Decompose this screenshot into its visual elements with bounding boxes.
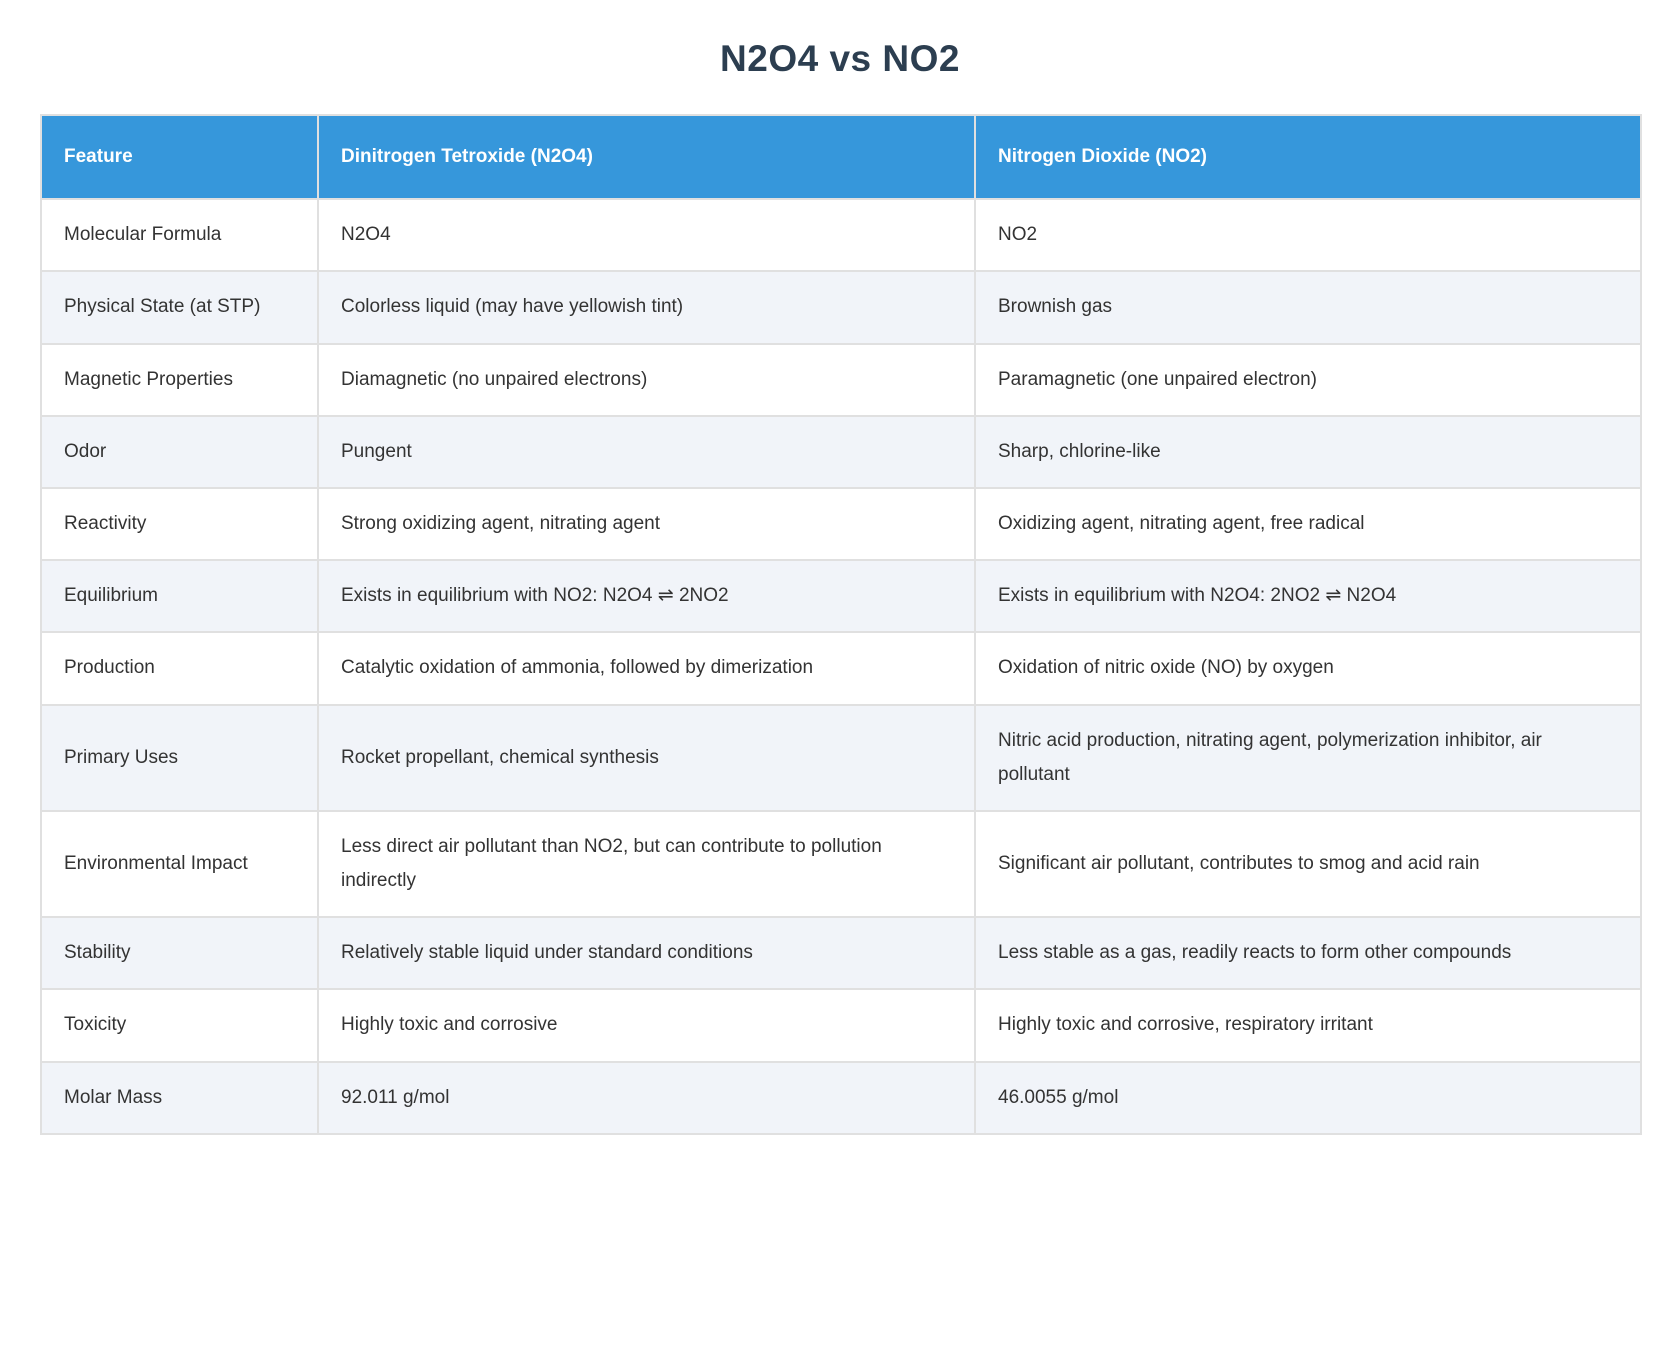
feature-cell: Production — [40, 631, 319, 706]
feature-cell: Equilibrium — [40, 559, 319, 634]
table-row: Production Catalytic oxidation of ammonia… — [40, 631, 1642, 706]
feature-cell: Primary Uses — [40, 703, 319, 812]
no2-cell: Paramagnetic (one unpaired electron) — [974, 342, 1642, 417]
no2-cell: Sharp, chlorine-like — [974, 414, 1642, 489]
feature-cell: Stability — [40, 916, 319, 991]
table-row: Molecular Formula N2O4 NO2 — [40, 198, 1642, 273]
table-body: Molecular Formula N2O4 NO2 Physical State (… — [40, 198, 1642, 1135]
table-row: Primary Uses Rocket propellant, chemical … — [40, 703, 1642, 812]
no2-cell: Exists in equilibrium with N2O4: 2NO2 ⇌ … — [974, 559, 1642, 634]
table-row: Physical State (at STP) Colorless liquid … — [40, 270, 1642, 345]
header-row: Feature Dinitrogen Tetroxide (N2O4) Nitr… — [40, 113, 1642, 201]
n2o4-cell: Less direct air pollutant than NO2, but … — [317, 809, 976, 919]
column-header-feature: Feature — [40, 113, 319, 201]
feature-cell: Toxicity — [40, 988, 319, 1063]
feature-cell: Molar Mass — [40, 1060, 319, 1135]
table-row: Equilibrium Exists in equilibrium with NO… — [40, 559, 1642, 634]
column-header-no2: Nitrogen Dioxide (NO2) — [974, 113, 1642, 201]
n2o4-cell: N2O4 — [317, 198, 976, 273]
feature-cell: Environmental Impact — [40, 809, 319, 919]
n2o4-cell: Rocket propellant, chemical synthesis — [317, 703, 976, 812]
n2o4-cell: Relatively stable liquid under standard … — [317, 916, 976, 991]
n2o4-cell: Highly toxic and corrosive — [317, 988, 976, 1063]
feature-cell: Reactivity — [40, 486, 319, 562]
no2-cell: Significant air pollutant, contributes t… — [974, 809, 1642, 919]
n2o4-cell: Diamagnetic (no unpaired electrons) — [317, 342, 976, 417]
no2-cell: Nitric acid production, nitrating agent,… — [974, 703, 1642, 812]
page-title: N2O4 vs NO2 — [720, 38, 960, 79]
n2o4-cell: Colorless liquid (may have yellowish tin… — [317, 270, 976, 345]
table-row: Environmental Impact Less direct air poll… — [40, 809, 1642, 919]
feature-cell: Physical State (at STP) — [40, 270, 319, 345]
n2o4-cell: Catalytic oxidation of ammonia, followed… — [317, 631, 976, 706]
feature-cell: Molecular Formula — [40, 198, 319, 273]
no2-cell: NO2 — [974, 198, 1642, 273]
no2-cell: Highly toxic and corrosive, respiratory … — [974, 988, 1642, 1063]
feature-cell: Odor — [40, 414, 319, 489]
table-row: Odor Pungent Sharp, chlorine-like — [40, 414, 1642, 489]
feature-cell: Magnetic Properties — [40, 342, 319, 417]
table-header: Feature Dinitrogen Tetroxide (N2O4) Nitr… — [40, 113, 1642, 201]
table-row: Molar Mass 92.011 g/mol 46.0055 g/mol — [40, 1060, 1642, 1135]
no2-cell: 46.0055 g/mol — [974, 1060, 1642, 1135]
no2-cell: Oxidizing agent, nitrating agent, free r… — [974, 486, 1642, 562]
n2o4-cell: Exists in equilibrium with NO2: N2O4 ⇌ 2… — [317, 559, 976, 634]
no2-cell: Oxidation of nitric oxide (NO) by oxygen — [974, 631, 1642, 706]
table-row: Toxicity Highly toxic and corrosive Highly… — [40, 988, 1642, 1063]
n2o4-cell: Pungent — [317, 414, 976, 489]
n2o4-cell: Strong oxidizing agent, nitrating agent — [317, 486, 976, 562]
comparison-table: Feature Dinitrogen Tetroxide (N2O4) Nitr… — [40, 113, 1642, 1135]
table-row: Stability Relatively stable liquid under … — [40, 916, 1642, 991]
column-header-n2o4: Dinitrogen Tetroxide (N2O4) — [317, 113, 976, 201]
table-row: Reactivity Strong oxidizing agent, nitrat… — [40, 486, 1642, 562]
table-row: Magnetic Properties Diamagnetic (no unpai… — [40, 342, 1642, 417]
no2-cell: Brownish gas — [974, 270, 1642, 345]
n2o4-cell: 92.011 g/mol — [317, 1060, 976, 1135]
no2-cell: Less stable as a gas, readily reacts to … — [974, 916, 1642, 991]
